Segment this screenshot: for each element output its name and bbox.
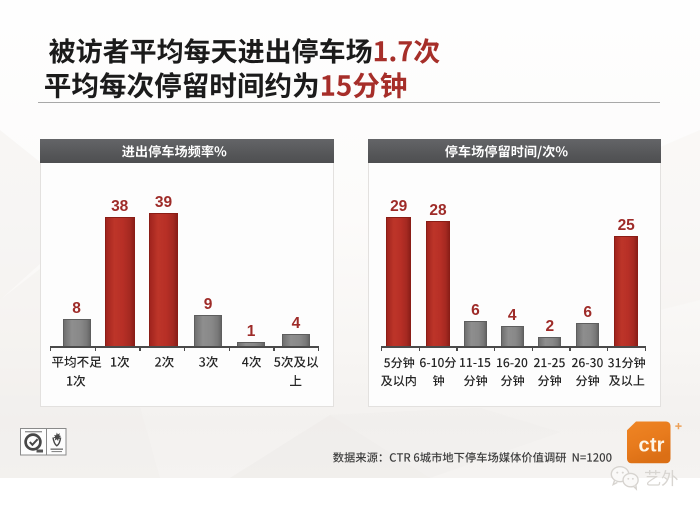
svg-text:ctr: ctr <box>639 435 665 457</box>
